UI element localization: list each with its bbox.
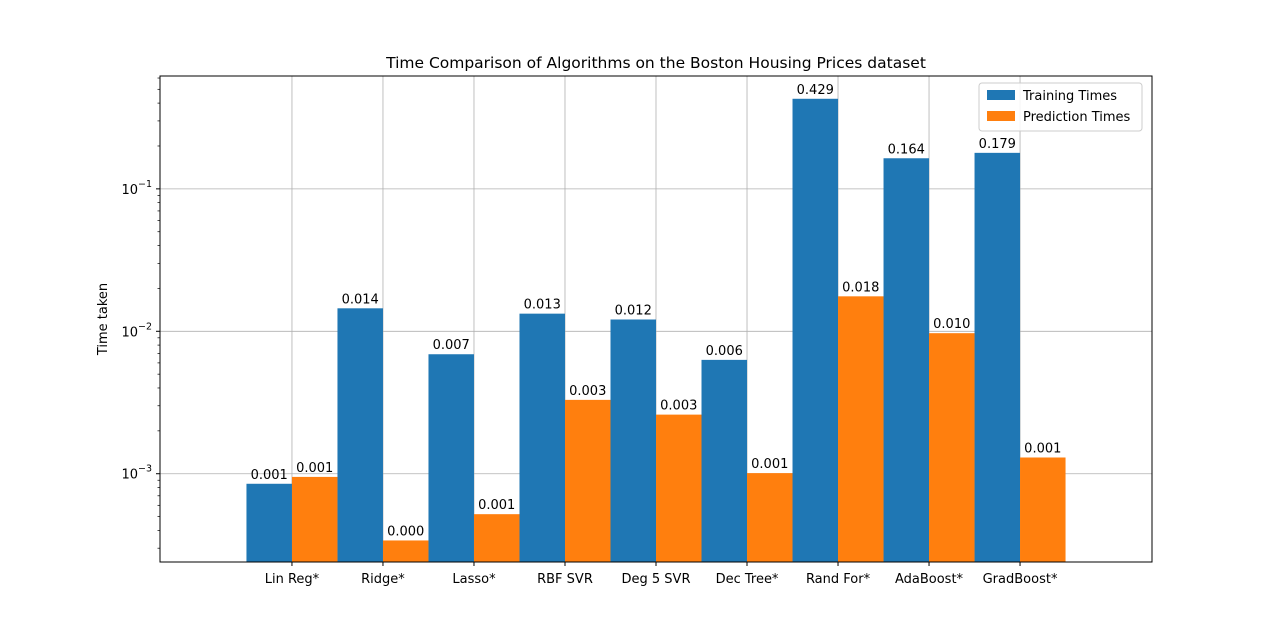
training-time-bar [246, 483, 292, 562]
prediction-time-label: 0.003 [569, 384, 606, 399]
training-time-label: 0.179 [979, 137, 1016, 152]
prediction-time-label: 0.010 [933, 317, 970, 332]
legend-box [978, 82, 1143, 132]
training-time-label: 0.429 [797, 83, 834, 98]
prediction-time-bar [382, 540, 429, 562]
training-time-bar [701, 359, 748, 562]
x-tick-label: GradBoost* [983, 572, 1058, 587]
training-time-bar [519, 313, 565, 562]
legend-swatch [987, 111, 1015, 121]
legend-entry: Training Times [1022, 89, 1117, 104]
x-tick-label: AdaBoost* [895, 572, 964, 587]
x-tick-label: Lasso* [452, 572, 496, 587]
prediction-time-bar [747, 473, 793, 562]
x-tick-label: Rand For* [806, 572, 871, 587]
training-time-label: 0.014 [342, 292, 379, 307]
training-time-bar [974, 152, 1021, 562]
training-time-bar [883, 158, 930, 562]
y-tick-label: 10−1 [121, 179, 152, 198]
prediction-time-bar [656, 414, 702, 562]
x-tick-label: Deg 5 SVR [622, 572, 691, 587]
bars [246, 98, 1066, 562]
prediction-time-label: 0.003 [660, 399, 697, 414]
x-tick-label: Dec Tree* [716, 572, 779, 587]
training-time-bar [337, 308, 383, 562]
training-time-label: 0.006 [706, 344, 743, 359]
x-tick-label: RBF SVR [537, 572, 593, 587]
y-tick-label: 10−2 [121, 321, 152, 340]
legend: Training Times Prediction Times [978, 82, 1143, 132]
training-time-label: 0.007 [433, 338, 470, 353]
prediction-time-bar [473, 514, 520, 562]
prediction-time-bar [291, 476, 338, 562]
training-time-label: 0.013 [524, 298, 561, 313]
x-tick-label: Lin Reg* [265, 572, 320, 587]
prediction-time-label: 0.001 [751, 457, 788, 472]
training-time-bar [792, 98, 839, 562]
prediction-time-bar [1020, 457, 1066, 562]
y-axis-label: Time taken [96, 283, 111, 356]
training-time-bar [428, 354, 474, 562]
prediction-time-bar [929, 333, 975, 562]
prediction-time-label: 0.000 [387, 524, 424, 539]
prediction-time-label: 0.001 [1024, 441, 1061, 456]
training-time-label: 0.164 [888, 142, 925, 157]
training-time-bar [610, 319, 656, 562]
prediction-time-label: 0.001 [296, 461, 333, 476]
training-time-label: 0.012 [615, 304, 652, 319]
prediction-time-label: 0.001 [478, 498, 515, 513]
prediction-time-bar [838, 296, 884, 562]
y-tick-label: 10−3 [121, 464, 152, 483]
prediction-time-label: 0.018 [842, 280, 879, 295]
data-labels: 0.001 0.014 0.007 0.013 0.012 0.006 0.429 0.164… [251, 83, 1062, 540]
legend-swatch [987, 90, 1015, 100]
legend-entry: Prediction Times [1023, 110, 1131, 125]
chart-title: Time Comparison of Algorithms on the Bos… [385, 54, 926, 72]
training-time-label: 0.001 [251, 468, 288, 483]
axes: Lin Reg* Ridge* Lasso* RBF SVR Deg 5 SVR Dec … [121, 75, 1153, 587]
x-tick-label: Ridge* [361, 572, 405, 587]
prediction-time-bar [564, 399, 611, 562]
